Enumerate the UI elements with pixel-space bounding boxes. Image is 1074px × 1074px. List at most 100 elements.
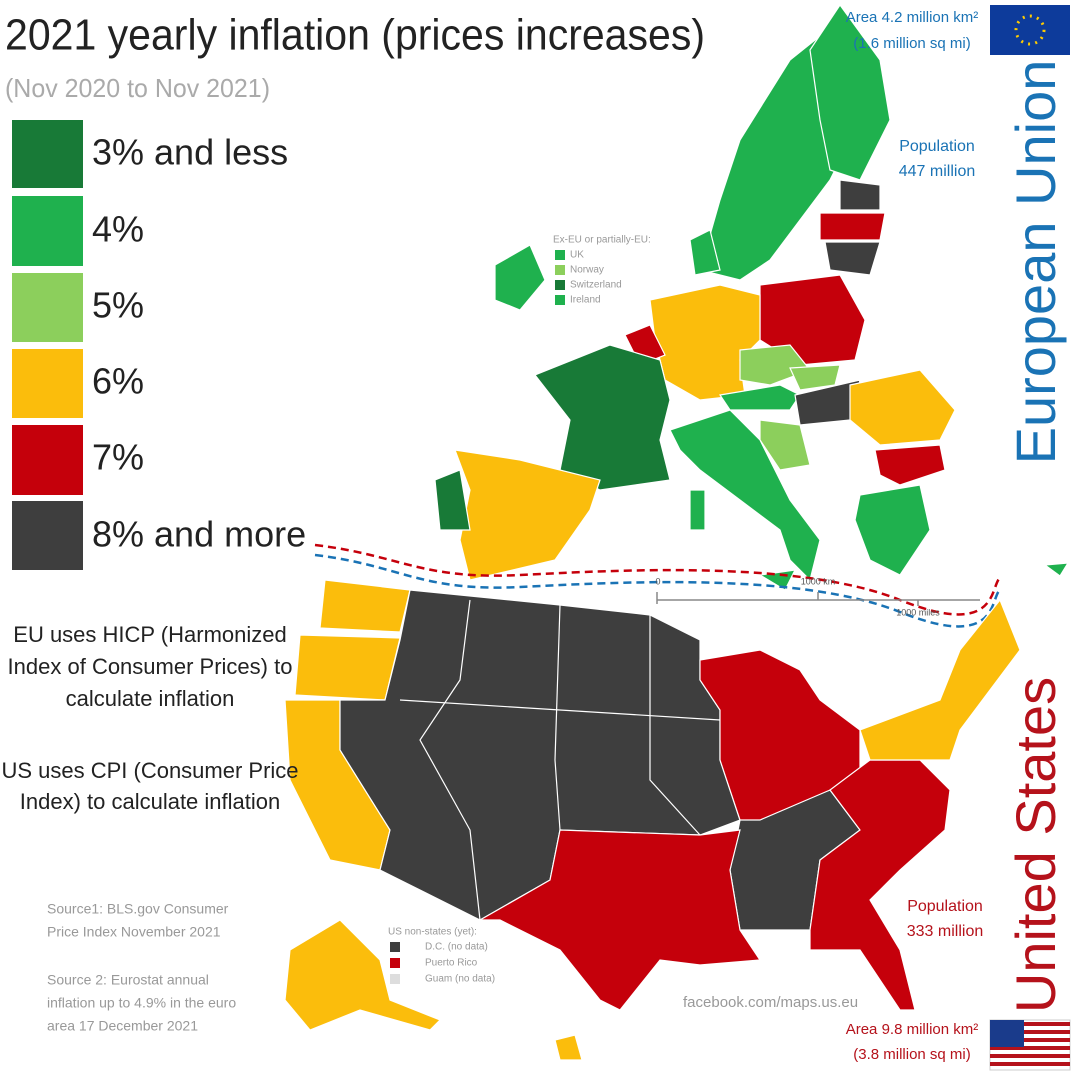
region xyxy=(669,409,821,582)
us-population-label: Population xyxy=(907,898,983,915)
legend-label: 8% and more xyxy=(92,514,306,555)
credit: facebook.com/maps.us.eu xyxy=(683,994,858,1011)
region xyxy=(319,579,411,633)
note-line: Index of Consumer Prices) to xyxy=(8,654,293,679)
separator xyxy=(314,553,1001,628)
region xyxy=(284,919,442,1031)
flag-canton xyxy=(990,1020,1024,1047)
region xyxy=(824,241,881,276)
region xyxy=(758,569,797,591)
mini-swatch xyxy=(555,265,565,275)
scale-label: 0 xyxy=(655,576,660,586)
border xyxy=(399,699,721,721)
source-line: Price Index November 2021 xyxy=(47,924,221,940)
legend-swatch xyxy=(12,349,83,418)
region xyxy=(294,634,401,701)
legend-swatch xyxy=(12,273,83,342)
region xyxy=(789,364,841,391)
us-area-alt: (3.8 million sq mi) xyxy=(853,1046,971,1063)
mini-swatch xyxy=(390,942,400,952)
note-line: US uses CPI (Consumer Price xyxy=(1,758,298,783)
border xyxy=(554,604,561,831)
eu-map xyxy=(434,3,1070,591)
mini-swatch xyxy=(555,280,565,290)
region xyxy=(494,244,546,311)
mini-legend-label: D.C. (no data) xyxy=(425,942,488,953)
separator xyxy=(314,543,1001,616)
mini-legend-title: Ex-EU or partially-EU: xyxy=(553,235,651,246)
eu-area: Area 4.2 million km² xyxy=(846,9,979,26)
region xyxy=(554,1034,583,1061)
legend-label: 6% xyxy=(92,361,144,402)
region xyxy=(477,829,762,1011)
mini-swatch xyxy=(555,295,565,305)
mini-legend-label: Switzerland xyxy=(570,280,622,291)
region xyxy=(819,212,886,241)
us-area: Area 9.8 million km² xyxy=(846,1021,979,1038)
subtitle: (Nov 2020 to Nov 2021) xyxy=(5,73,270,103)
us-map xyxy=(284,579,1021,1061)
legend-label: 7% xyxy=(92,437,144,478)
scale-label: 1000 km xyxy=(801,576,836,586)
scale-label: 1000 miles xyxy=(896,607,940,617)
legend-label: 3% and less xyxy=(92,132,288,173)
region xyxy=(859,598,1021,761)
source-line: Source 2: Eurostat annual xyxy=(47,972,209,988)
legend-swatch xyxy=(12,196,83,266)
legend-swatch xyxy=(12,120,83,188)
note-line: Index) to calculate inflation xyxy=(20,789,281,814)
flag-stripes xyxy=(990,1022,1070,1066)
note-line: calculate inflation xyxy=(66,686,235,711)
mini-legend-label: Guam (no data) xyxy=(425,974,495,985)
region xyxy=(534,344,671,491)
legend: 3% and less 4% 5% 6% 7% 8% and more xyxy=(12,120,306,570)
mini-swatch xyxy=(390,974,400,984)
region xyxy=(759,419,811,471)
region xyxy=(718,384,801,411)
scale-bar xyxy=(656,592,980,606)
region xyxy=(874,444,946,486)
mini-legend-label: Ireland xyxy=(570,295,601,306)
region xyxy=(849,369,956,446)
source-line: area 17 December 2021 xyxy=(47,1018,198,1034)
region xyxy=(809,759,951,1011)
mini-legend-label: Puerto Rico xyxy=(425,958,478,969)
region xyxy=(809,3,891,181)
region xyxy=(689,489,706,531)
eu-stars xyxy=(1014,14,1046,46)
legend-swatch xyxy=(12,425,83,495)
eu-area-alt: (1.6 million sq mi) xyxy=(853,35,971,52)
us-population: 333 million xyxy=(907,923,983,940)
region xyxy=(839,179,881,211)
region xyxy=(689,229,721,276)
sources: Source1: BLS.gov Consumer Price Index No… xyxy=(47,901,236,1034)
eu-name: European Union xyxy=(1004,60,1067,465)
title: 2021 yearly inflation (prices increases) xyxy=(5,11,705,60)
legend-label: 4% xyxy=(92,209,144,250)
region xyxy=(854,484,931,576)
us-flag xyxy=(989,1019,1071,1071)
mini-legend-label: UK xyxy=(570,250,584,261)
non-states-legend: US non-states (yet): D.C. (no data) Puer… xyxy=(388,927,495,985)
legend-swatch xyxy=(12,501,83,570)
mini-legend-label: Norway xyxy=(570,265,604,276)
ex-eu-legend: Ex-EU or partially-EU: UK Norway Switzer… xyxy=(553,235,651,306)
border xyxy=(419,599,481,921)
us-name: United States xyxy=(1004,677,1067,1013)
mini-swatch xyxy=(555,250,565,260)
region xyxy=(739,344,811,386)
eu-population-label: Population xyxy=(899,138,975,155)
legend-label: 5% xyxy=(92,285,144,326)
mini-legend-title: US non-states (yet): xyxy=(388,927,477,938)
region xyxy=(434,469,471,531)
eu-flag xyxy=(990,5,1070,55)
mini-swatch xyxy=(390,958,400,968)
region xyxy=(1043,562,1070,577)
notes: EU uses HICP (Harmonized Index of Consum… xyxy=(1,622,298,814)
source-line: inflation up to 4.9% in the euro xyxy=(47,995,236,1011)
region xyxy=(649,284,761,401)
source-line: Source1: BLS.gov Consumer xyxy=(47,901,229,917)
eu-population: 447 million xyxy=(899,163,975,180)
border xyxy=(649,615,701,836)
